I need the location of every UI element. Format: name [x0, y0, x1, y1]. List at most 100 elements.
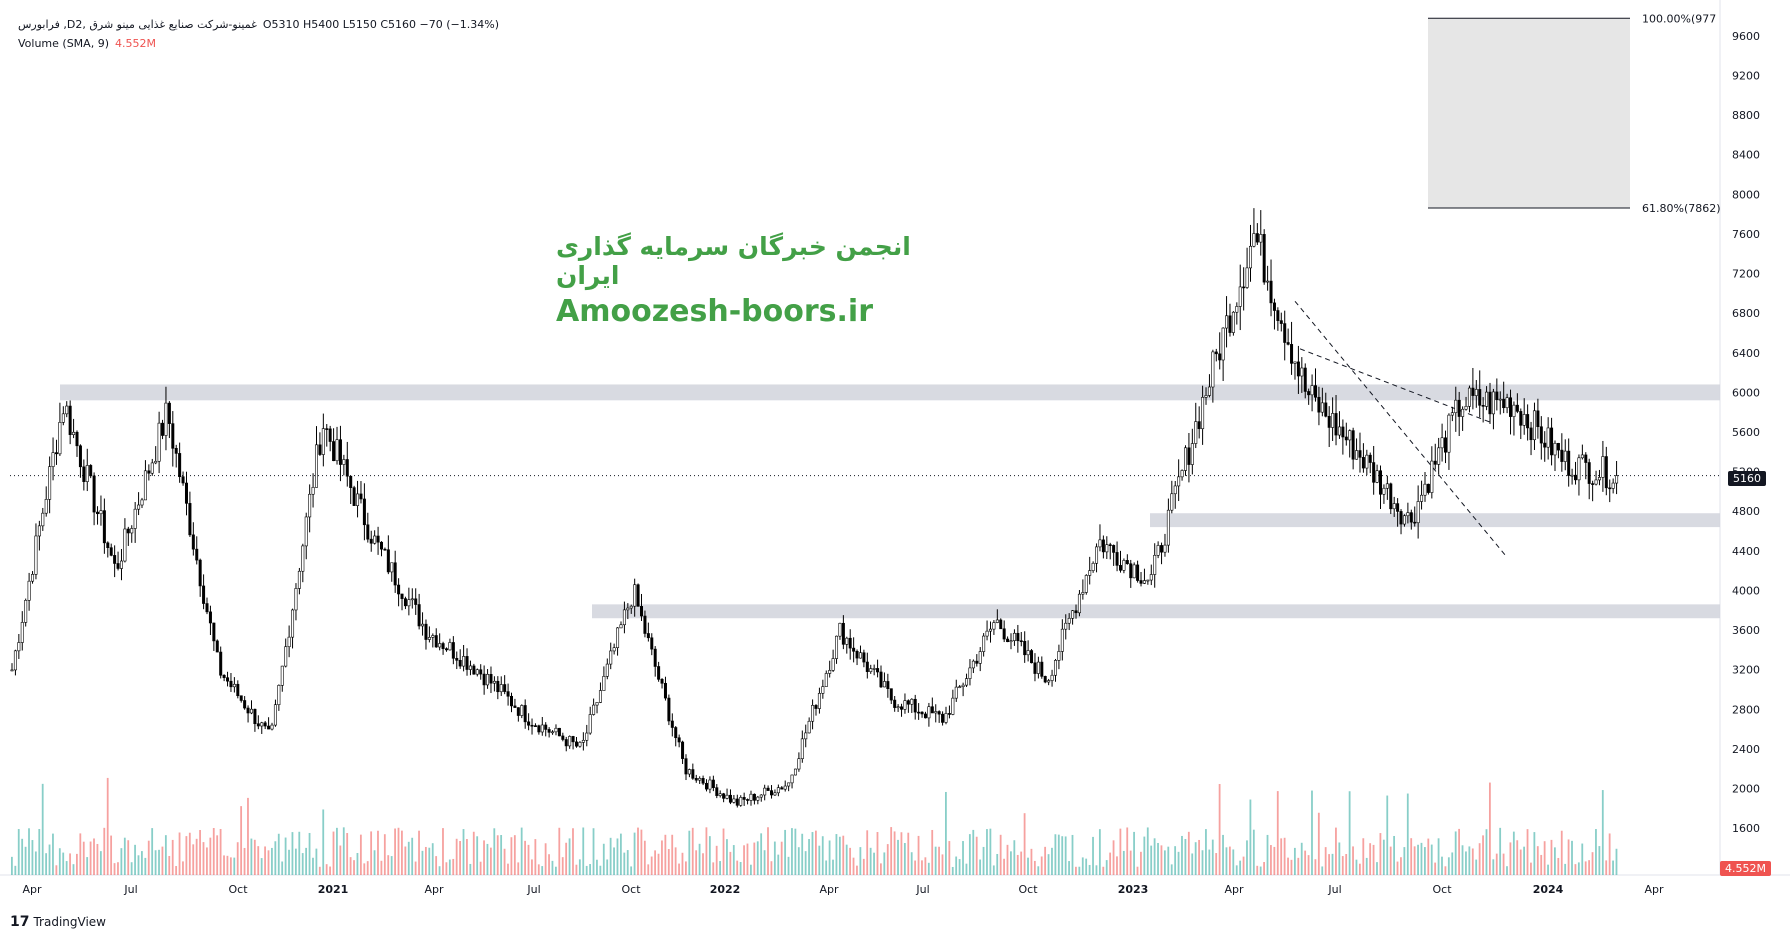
volume-bar [158, 849, 160, 875]
time-tick-label: Jul [915, 883, 929, 896]
price-tick-label: 2800 [1732, 703, 1760, 716]
volume-bar [206, 847, 208, 875]
volume-bar [513, 835, 516, 875]
volume-bar [493, 828, 496, 875]
candle-body [1132, 564, 1136, 579]
candle-body [102, 510, 106, 544]
volume-bar [972, 829, 975, 875]
volume-bar [927, 862, 930, 875]
candle-body [811, 705, 815, 722]
volume-bar [1222, 834, 1224, 875]
candle-body [770, 790, 774, 796]
candle-body [804, 732, 808, 740]
candle-body [27, 580, 31, 601]
candle-body [766, 787, 770, 791]
volume-bar [657, 853, 660, 875]
candle-body [356, 493, 360, 506]
volume-bar [975, 836, 978, 875]
volume-bar [233, 857, 236, 875]
volume-bar [828, 840, 831, 875]
volume-bar [1523, 846, 1526, 875]
candle-body [1293, 361, 1297, 364]
candle-body [208, 611, 212, 624]
tradingview-brand[interactable]: 17 TradingView [10, 914, 106, 930]
candle-body [725, 794, 729, 799]
volume-bar [838, 836, 841, 875]
candle-body [1379, 470, 1383, 495]
candle-body [1536, 410, 1540, 428]
volume-bar [1423, 847, 1426, 875]
volume-bar [353, 860, 355, 875]
volume-bar [48, 844, 51, 875]
volume-bar [445, 862, 448, 875]
candle-body [1033, 662, 1037, 674]
candle-body [1608, 487, 1612, 490]
volume-bar [1509, 842, 1512, 875]
candle-body [920, 711, 924, 715]
candle-body [486, 673, 490, 686]
volume-bar [599, 865, 602, 875]
candle-body [701, 778, 705, 784]
volume-bar [1471, 848, 1474, 875]
price-tick-label: 1600 [1732, 822, 1760, 835]
volume-bar [1588, 860, 1591, 875]
volume-bar [1088, 864, 1091, 875]
volume-bar [880, 863, 882, 875]
support-resistance-zone [592, 604, 1720, 619]
volume-bar [137, 855, 140, 875]
volume-bar [1492, 859, 1495, 875]
candle-body [602, 676, 606, 691]
price-tick-label: 6400 [1732, 347, 1760, 360]
volume-bar [356, 852, 359, 875]
volume-bar [72, 864, 75, 875]
candle-body [1519, 411, 1523, 426]
volume-bar [308, 832, 311, 875]
volume-bar [1304, 850, 1307, 875]
candle-body [1214, 351, 1218, 355]
volume-bar [849, 847, 852, 875]
candle-body [1118, 565, 1122, 571]
volume-bar [859, 847, 862, 875]
candle-body [468, 665, 472, 670]
candle-body [1402, 515, 1406, 525]
volume-bar [1564, 863, 1567, 875]
volume-bar [548, 854, 550, 875]
volume-bar [62, 852, 65, 875]
volume-bar [404, 846, 407, 875]
volume-bar [650, 856, 653, 875]
candle-body [694, 778, 698, 781]
volume-bar [893, 831, 896, 875]
time-tick-label: Jul [1327, 883, 1341, 896]
candle-body [934, 711, 938, 714]
volume-bar [1242, 856, 1245, 875]
volume-bar [199, 830, 201, 875]
candle-body [978, 651, 982, 664]
candle-body [1300, 367, 1304, 377]
volume-bar [1519, 849, 1522, 875]
volume-bar [1341, 856, 1344, 875]
volume-tag: 4.552M [1720, 861, 1771, 876]
volume-bar [1348, 791, 1351, 875]
volume-bar [1016, 854, 1019, 875]
fib-zone [1428, 18, 1630, 208]
price-tick-label: 9200 [1732, 69, 1760, 82]
volume-bar [103, 827, 106, 875]
candle-body [1201, 397, 1205, 430]
candle-body [718, 793, 722, 796]
volume-bar [69, 853, 71, 875]
candle-body [763, 787, 767, 796]
candle-body [954, 686, 958, 699]
candle-body [588, 714, 592, 734]
volume-bar [1495, 853, 1498, 875]
candle-body [61, 413, 65, 423]
volume-bar [602, 843, 605, 875]
candle-body [1512, 404, 1516, 417]
volume-bar [921, 860, 923, 875]
candle-body [1358, 450, 1362, 458]
candle-body [821, 686, 825, 694]
candle-body [1166, 509, 1170, 546]
volume-bar [674, 847, 677, 875]
candle-body [571, 736, 575, 743]
volume-bar [1239, 860, 1242, 875]
